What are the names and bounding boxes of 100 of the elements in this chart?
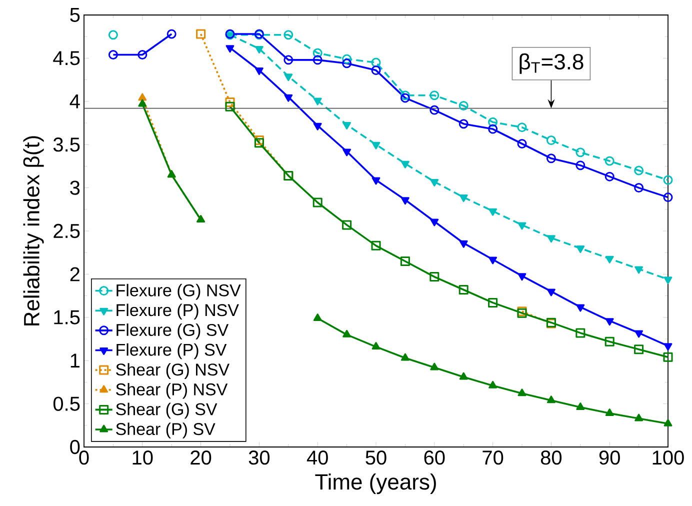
point bbox=[576, 328, 586, 338]
y-tick-label: 3 bbox=[70, 180, 80, 195]
point bbox=[400, 93, 410, 103]
point bbox=[634, 266, 644, 274]
point bbox=[663, 175, 673, 185]
point bbox=[517, 138, 527, 148]
point bbox=[342, 54, 352, 64]
y-tick-label: 3.5 bbox=[53, 138, 80, 152]
point bbox=[517, 122, 527, 132]
point bbox=[313, 122, 322, 130]
point bbox=[400, 197, 410, 205]
point bbox=[459, 194, 468, 202]
point bbox=[400, 90, 410, 100]
point bbox=[342, 148, 352, 156]
point bbox=[430, 179, 439, 186]
x-tick-label: 40 bbox=[306, 450, 328, 465]
legend-label: Flexure (P) NSV bbox=[116, 304, 239, 320]
legend-label: Shear (G) NSV bbox=[116, 363, 230, 379]
point bbox=[576, 402, 585, 410]
point bbox=[488, 298, 498, 308]
point bbox=[108, 50, 118, 60]
point bbox=[576, 148, 586, 158]
point bbox=[546, 154, 556, 164]
point bbox=[518, 273, 526, 281]
legend-label: Flexure (G) SV bbox=[116, 324, 229, 340]
point bbox=[459, 240, 468, 248]
point bbox=[546, 288, 556, 296]
legend-label: Shear (P) NSV bbox=[116, 382, 228, 399]
point bbox=[604, 172, 614, 182]
y-tick-label: 1.5 bbox=[54, 310, 80, 324]
point bbox=[488, 208, 498, 216]
point bbox=[342, 330, 352, 338]
point bbox=[488, 117, 498, 127]
point bbox=[342, 58, 352, 68]
point bbox=[546, 235, 556, 243]
point bbox=[458, 100, 468, 110]
x-tick-label: 20 bbox=[190, 450, 212, 465]
point bbox=[576, 160, 586, 170]
point bbox=[254, 68, 264, 76]
y-tick-label: 4 bbox=[70, 94, 80, 108]
x-tick-label: 90 bbox=[599, 450, 620, 465]
point bbox=[430, 218, 439, 226]
y-tick-label: 0.5 bbox=[53, 396, 80, 411]
x-tick-label: 10 bbox=[132, 450, 153, 465]
point bbox=[663, 192, 673, 202]
legend-label: Shear (P) SV bbox=[116, 422, 216, 438]
point bbox=[225, 102, 235, 112]
point bbox=[634, 344, 644, 354]
point bbox=[372, 177, 380, 185]
point bbox=[138, 93, 147, 101]
legend-label: Shear (G) SV bbox=[116, 402, 218, 419]
x-tick-label: 30 bbox=[248, 450, 270, 465]
point bbox=[488, 124, 498, 134]
point bbox=[138, 50, 148, 60]
point bbox=[546, 396, 556, 404]
point bbox=[488, 256, 498, 264]
point bbox=[634, 414, 644, 422]
point bbox=[488, 380, 498, 388]
y-tick-label: 5 bbox=[70, 8, 80, 22]
point bbox=[605, 256, 614, 264]
point bbox=[226, 45, 234, 53]
point bbox=[634, 330, 644, 338]
point bbox=[313, 314, 322, 322]
point bbox=[284, 74, 293, 82]
x-tick-label: 80 bbox=[540, 450, 562, 465]
point bbox=[459, 372, 468, 380]
point bbox=[605, 408, 614, 416]
x-tick-label: 70 bbox=[482, 450, 504, 465]
point bbox=[430, 90, 440, 100]
point bbox=[284, 30, 294, 40]
point bbox=[166, 29, 176, 39]
point bbox=[458, 119, 468, 129]
y-tick-label: 2.5 bbox=[54, 224, 80, 238]
point bbox=[664, 418, 672, 426]
x-axis-title: Time (years) bbox=[315, 474, 436, 494]
point bbox=[372, 142, 380, 150]
point bbox=[313, 98, 322, 106]
point bbox=[546, 136, 556, 146]
point bbox=[664, 276, 672, 284]
point bbox=[371, 240, 381, 250]
point bbox=[284, 55, 294, 65]
point bbox=[430, 272, 440, 282]
point bbox=[518, 222, 526, 230]
point bbox=[284, 94, 293, 102]
point bbox=[576, 246, 585, 254]
point bbox=[312, 198, 322, 208]
point bbox=[400, 160, 410, 168]
point bbox=[138, 99, 147, 107]
point bbox=[604, 156, 614, 166]
point bbox=[371, 66, 381, 76]
point bbox=[663, 352, 673, 362]
legend-label: Flexure (G) NSV bbox=[116, 284, 241, 300]
point bbox=[312, 55, 322, 65]
point bbox=[372, 342, 380, 350]
point bbox=[196, 29, 206, 39]
point bbox=[605, 318, 614, 326]
point bbox=[400, 353, 410, 361]
x-tick-label: 0 bbox=[79, 450, 89, 465]
y-tick-label: 0 bbox=[70, 440, 80, 454]
point bbox=[576, 304, 585, 312]
